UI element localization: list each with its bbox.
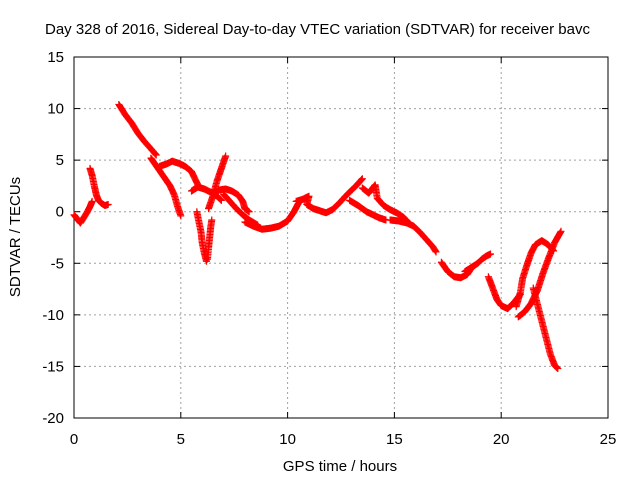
y-tick-label: -20 [42,410,64,427]
y-tick-label: -5 [51,255,64,272]
grid [74,57,608,418]
data-point [557,227,565,235]
x-tick-label: 15 [386,431,403,448]
y-tick-label: -10 [42,307,64,324]
y-axis-label: SDTVAR / TECUs [7,177,24,297]
x-tick-label: 20 [493,431,510,448]
data-point [104,200,112,208]
data-point [357,176,365,184]
data-point [431,247,439,255]
data-point [358,175,366,183]
data-point [487,250,495,258]
y-tick-label: 15 [47,49,64,66]
data-point [151,149,159,157]
data-point [358,176,366,184]
data-point [216,195,224,203]
data-point [217,196,225,204]
data-point [152,151,160,159]
data-point [88,197,96,205]
plot-frame [73,56,609,419]
data-point [245,208,253,216]
data-point [553,363,561,371]
x-tick-label: 0 [70,431,78,448]
series-sdtvar [70,100,565,372]
x-tick-label: 10 [279,431,296,448]
y-tick-label: 5 [56,152,64,169]
data-point [208,216,216,224]
chart-title: Day 328 of 2016, Sidereal Day-to-day VTE… [45,21,590,38]
y-tick-label: -15 [42,358,64,375]
data-point [554,364,562,372]
data-point [432,248,440,256]
x-tick-label: 5 [177,431,185,448]
data-point [553,364,561,372]
data-point [217,196,225,204]
x-axis-label: GPS time / hours [283,458,397,475]
x-tick-label: 25 [600,431,617,448]
axis-ticks: 0 5 10 15 20 25 -20 -15 -10 -5 0 5 10 15 [42,49,616,448]
data-point [152,150,160,158]
data-point [177,212,185,220]
y-tick-label: 0 [56,204,64,221]
data-point [222,152,230,160]
y-tick-label: 10 [47,101,64,118]
